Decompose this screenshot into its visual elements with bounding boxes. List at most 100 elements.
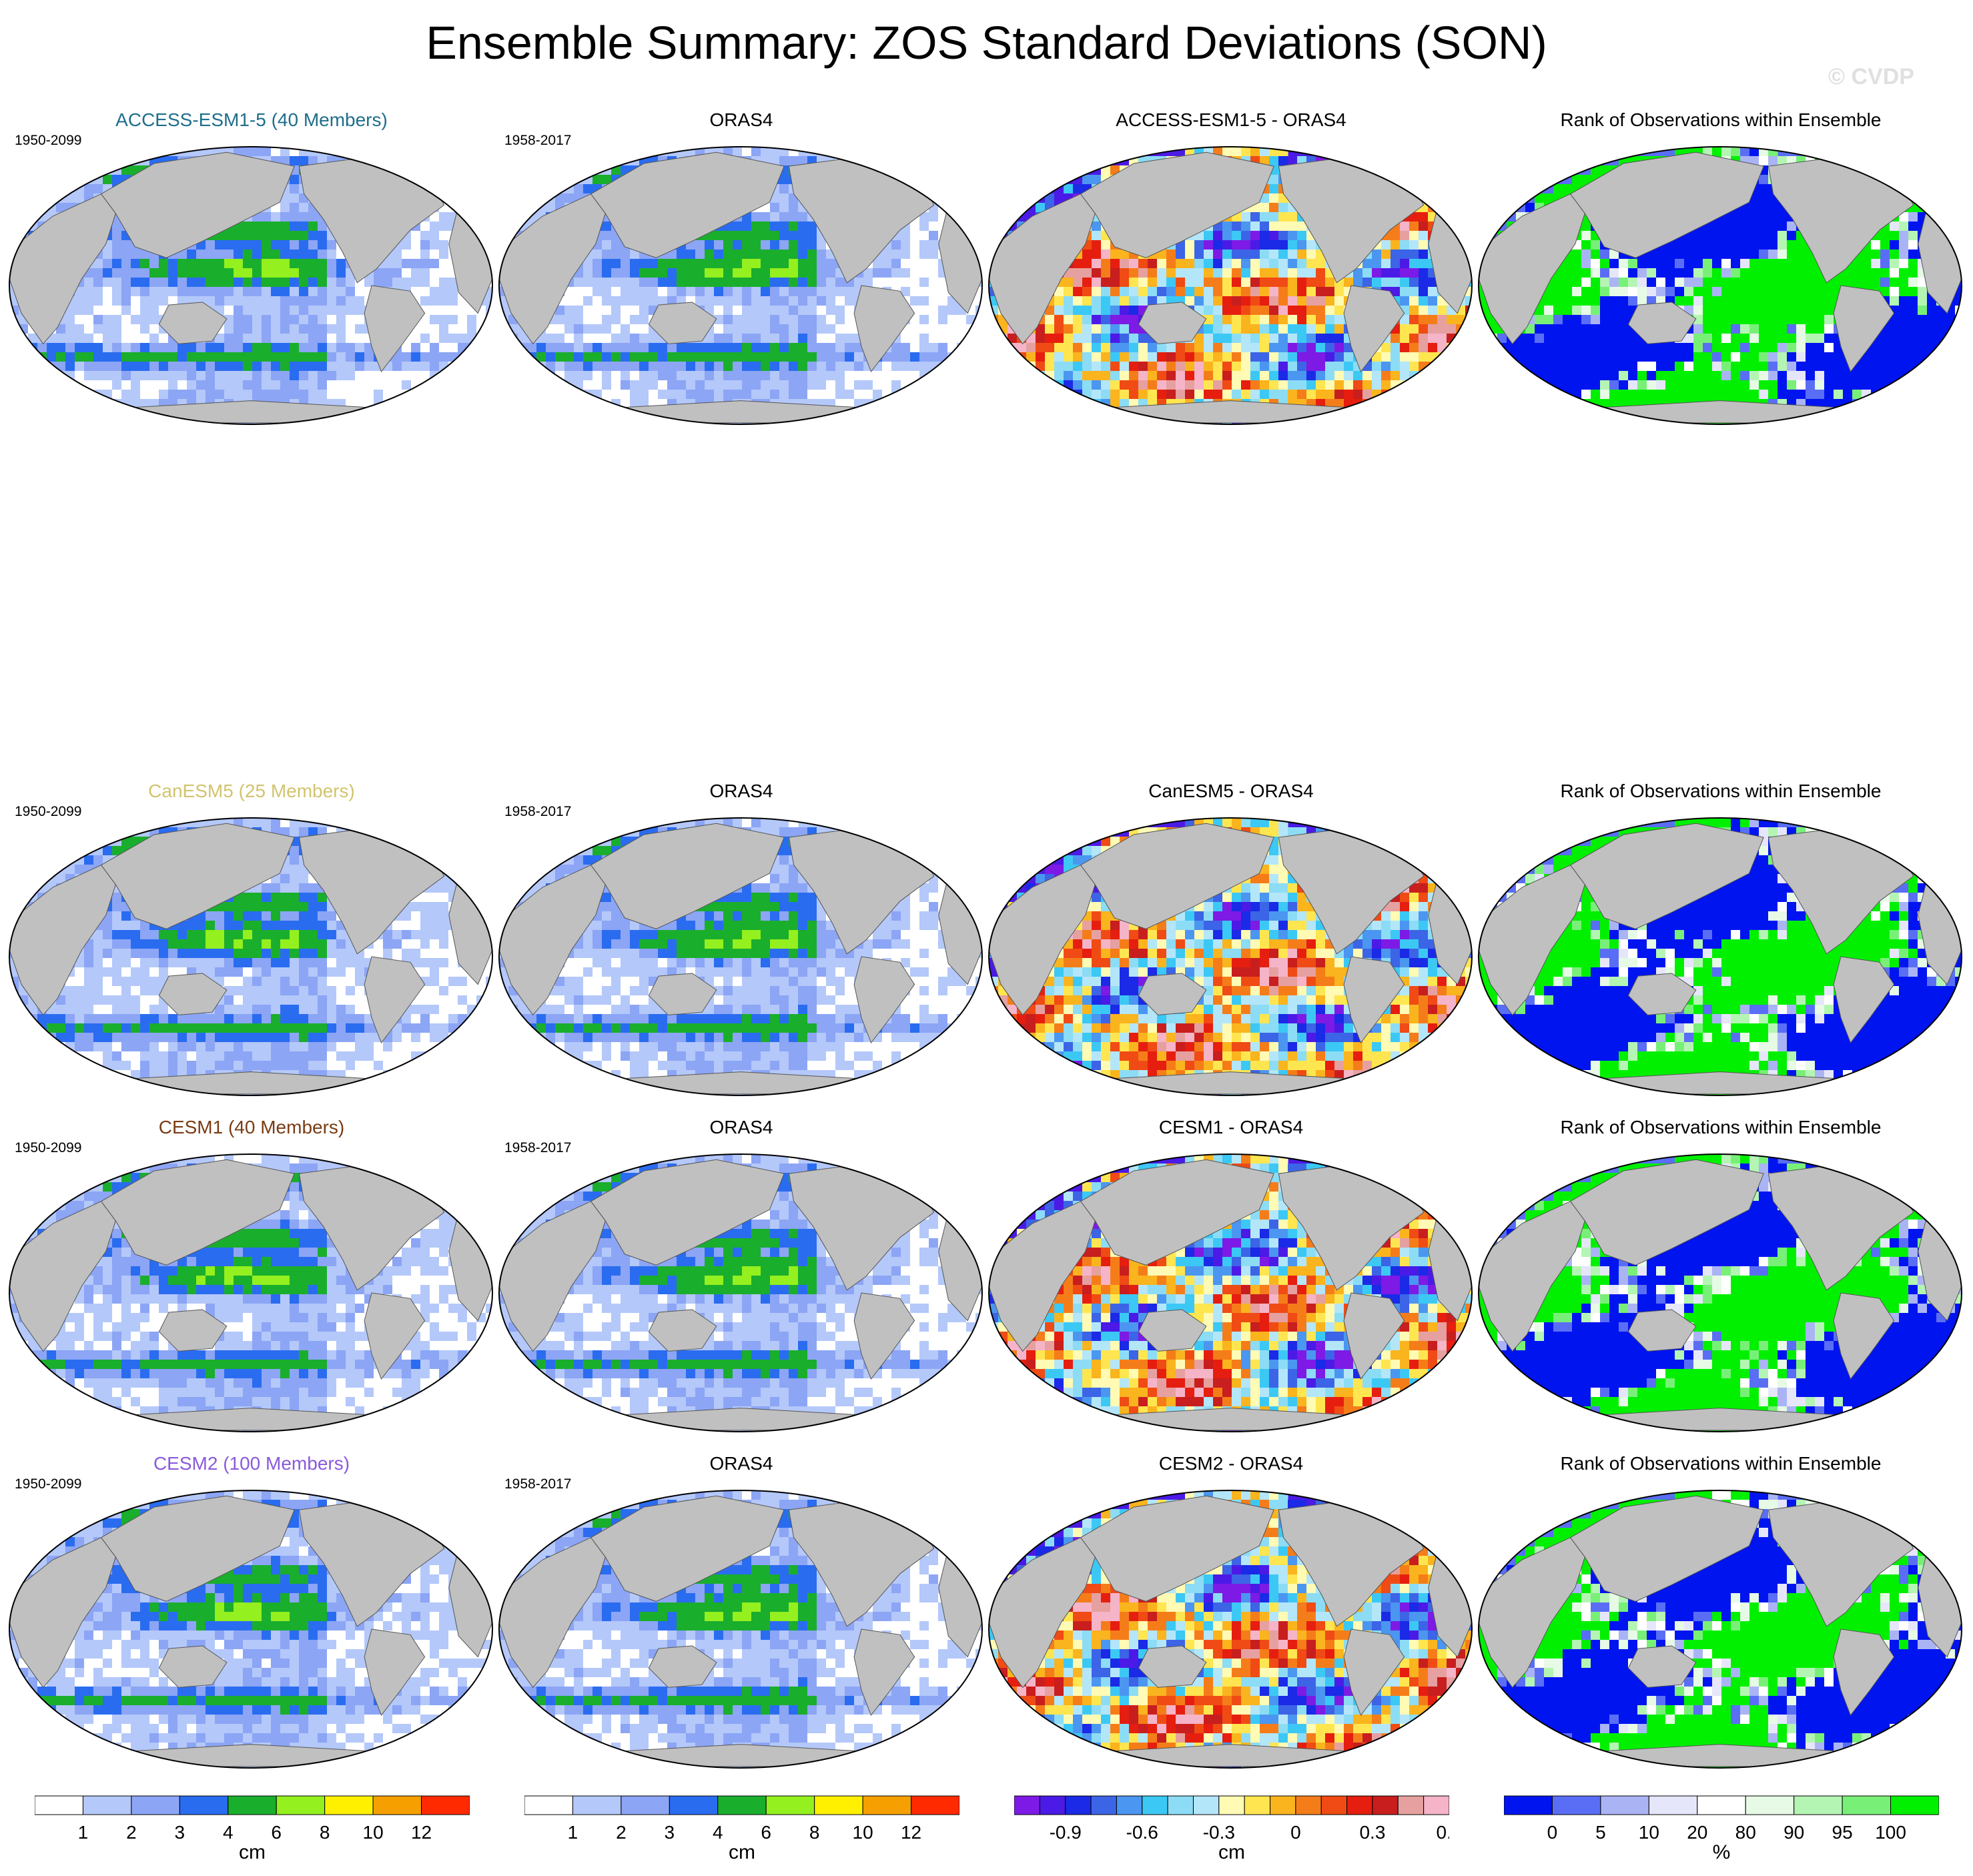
colorbar-swatch — [1014, 1795, 1040, 1815]
land-mass — [889, 1500, 930, 1522]
colorbar-swatch — [621, 1795, 670, 1815]
land-mass — [590, 1495, 785, 1602]
colorbar-tick-label: 90 — [1784, 1822, 1804, 1843]
land-mass — [158, 1309, 228, 1352]
colorbar-tick-label: 6 — [271, 1822, 282, 1843]
map-projection — [1478, 817, 1962, 1096]
colorbar-tick-label: 12 — [901, 1822, 921, 1843]
land-mass — [158, 302, 228, 344]
colorbar-swatch — [276, 1795, 326, 1815]
colorbar-1: 1 2 3 4 6 8 10 12 cm — [35, 1795, 470, 1868]
land-mass — [889, 156, 930, 178]
figure-title: Ensemble Summary: ZOS Standard Deviation… — [0, 15, 1973, 71]
map-projection — [9, 1153, 493, 1432]
colorbar-unit: cm — [524, 1841, 959, 1864]
panel-title: ORAS4 — [496, 778, 986, 805]
colorbar-swatch — [814, 1795, 863, 1815]
land-mass — [889, 827, 930, 849]
colorbar-unit: cm — [35, 1841, 470, 1864]
land-mass — [9, 865, 116, 1016]
land-mass — [1569, 1159, 1764, 1266]
land-mass — [1080, 823, 1274, 929]
land-mass — [1138, 1645, 1207, 1688]
colorbar-swatch — [1142, 1795, 1168, 1815]
ocean-field — [9, 1490, 492, 1768]
colorbar-swatch — [35, 1795, 83, 1815]
map-panel-rank-row-2: Rank of Observations within Ensemble — [1476, 778, 1966, 1111]
map-outline — [9, 817, 493, 1096]
ocean-field — [499, 147, 982, 424]
panel-title: Rank of Observations within Ensemble — [1476, 778, 1966, 805]
map-panel-obs-row-2: ORAS4 1958-2017 — [496, 778, 986, 1111]
land-mass — [364, 956, 426, 1044]
colorbar-swatch — [765, 1795, 815, 1815]
land-mass — [400, 1163, 440, 1186]
colorbar-swatch — [1600, 1795, 1649, 1815]
land-mass — [499, 193, 606, 345]
colorbar-tick-label: 8 — [320, 1822, 330, 1843]
map-panel-rank-row-4: Rank of Observations within Ensemble — [1476, 1450, 1966, 1784]
colorbar-tick-label: 0.6 — [1437, 1822, 1449, 1843]
panel-period: 1950-2099 — [15, 803, 81, 821]
land-mass — [1343, 956, 1405, 1044]
ocean-field — [1479, 1490, 1962, 1768]
ocean-field — [9, 1154, 492, 1432]
map-panel-model-row-4: CESM2 (100 Members) 1950-2099 — [7, 1450, 496, 1784]
land-mass — [364, 1628, 426, 1717]
map-projection — [498, 1490, 983, 1769]
land-mass — [853, 956, 915, 1044]
map-outline — [1478, 1490, 1962, 1769]
map-projection — [9, 146, 493, 425]
panel-title: CESM1 (40 Members) — [7, 1114, 496, 1141]
colorbar-swatch — [572, 1795, 622, 1815]
colorbar-tick-label: 3 — [175, 1822, 185, 1843]
colorbar-swatch — [1794, 1795, 1843, 1815]
colorbar-tick-label: 0 — [1547, 1822, 1558, 1843]
colorbar-swatch — [524, 1795, 573, 1815]
map-outline — [988, 146, 1473, 425]
land-mass — [889, 1163, 930, 1186]
colorbar-tick-label: -0.6 — [1126, 1822, 1158, 1843]
map-projection — [498, 146, 983, 425]
map-projection — [498, 817, 983, 1096]
map-panel-obs-row-3: ORAS4 1958-2017 — [496, 1114, 986, 1448]
colorbar-swatch — [1346, 1795, 1373, 1815]
land-mass — [853, 1628, 915, 1717]
colorbar-swatch — [1745, 1795, 1795, 1815]
colorbar-swatch — [911, 1795, 959, 1815]
panel-title: ORAS4 — [496, 1114, 986, 1141]
colorbar-unit: % — [1504, 1841, 1939, 1864]
land-mass — [853, 1292, 915, 1380]
land-mass — [158, 973, 228, 1015]
land-mass — [100, 151, 295, 258]
colorbar-swatch — [324, 1795, 374, 1815]
map-panel-diff-row-2: CanESM5 - ORAS4 — [986, 778, 1476, 1111]
colorbar-scale: 1 2 3 4 6 8 10 12 — [35, 1795, 470, 1843]
map-outline — [498, 1153, 983, 1432]
colorbar-tick-label: 10 — [363, 1822, 384, 1843]
colorbar-swatch — [1090, 1795, 1117, 1815]
land-mass — [1379, 1163, 1420, 1186]
land-mass — [364, 1292, 426, 1380]
colorbar-swatch — [862, 1795, 912, 1815]
colorbar-tick-label: 20 — [1687, 1822, 1707, 1843]
land-mass — [1343, 1628, 1405, 1717]
panel-period: 1958-2017 — [504, 132, 571, 149]
land-mass — [499, 1537, 606, 1689]
ocean-field — [9, 818, 492, 1095]
map-panel-rank-row-3: Rank of Observations within Ensemble — [1476, 1114, 1966, 1448]
colorbar-swatch — [1270, 1795, 1296, 1815]
land-mass — [1869, 827, 1910, 849]
map-projection — [9, 1490, 493, 1769]
map-projection — [1478, 1153, 1962, 1432]
colorbar-tick-label: 10 — [1639, 1822, 1659, 1843]
map-projection — [1478, 146, 1962, 425]
land-mass — [648, 1645, 717, 1688]
map-panel-diff-row-1: ACCESS-ESM1-5 - ORAS4 — [986, 107, 1476, 440]
panel-period: 1958-2017 — [504, 1476, 571, 1493]
land-mass — [100, 823, 295, 929]
colorbar-swatch — [372, 1795, 422, 1815]
land-mass — [1869, 156, 1910, 178]
colorbar-tick-label: 100 — [1875, 1822, 1906, 1843]
colorbar-2: 1 2 3 4 6 8 10 12 cm — [524, 1795, 959, 1868]
